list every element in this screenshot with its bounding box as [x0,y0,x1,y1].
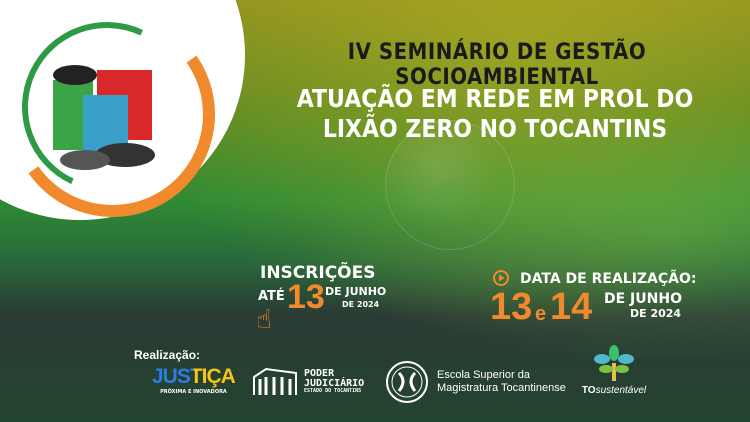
tosustentavel-logo: TOsustentável [574,345,654,396]
garbage-bins-illustration [53,65,155,170]
bubble-decoration [385,120,515,250]
building-columns-icon [253,367,297,395]
event-title: IV SEMINÁRIO DE GESTÃO SOCIOAMBIENTAL [347,40,647,90]
registration-label: INSCRIÇÕES [260,263,376,283]
esmat-seal-icon [386,361,428,403]
event-subtitle: ATUAÇÃO EM REDE EM PROL DO LIXÃO ZERO NO… [296,84,694,143]
footer-label: Realização: [134,348,201,362]
poder-judiciario-logo: PODER JUDICIÁRIO ESTADO DO TOCANTINS [252,367,364,395]
play-icon [493,270,509,286]
realization-label: DATA DE REALIZAÇÃO: [520,271,697,287]
tree-icon [594,345,634,381]
justica-logo: JUSTIÇA PRÓXIMA E INOVADORA [152,365,236,395]
registration-day: 13 [287,278,325,316]
esmat-logo: Escola Superior da Magistratura Tocantin… [385,360,566,404]
pointer-hand-icon: ☝ [256,305,272,335]
